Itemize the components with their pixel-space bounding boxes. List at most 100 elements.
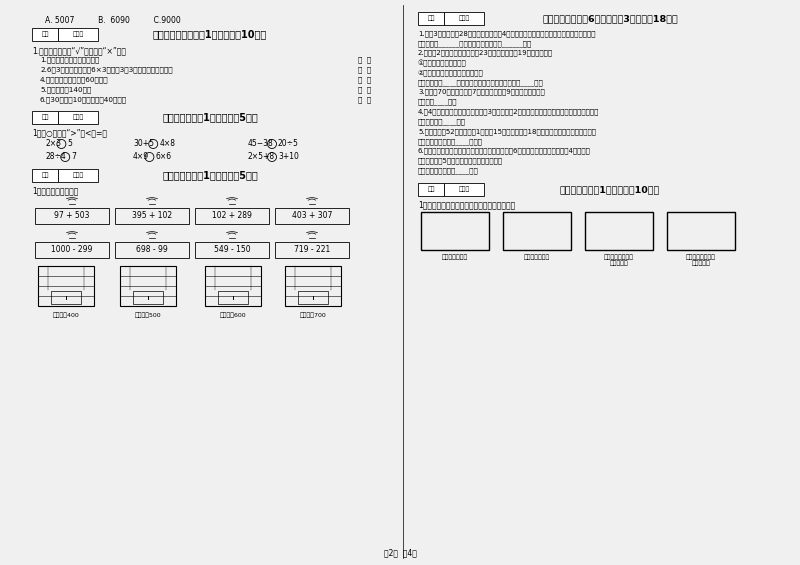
Text: 得数接近400: 得数接近400 [53, 312, 79, 318]
Text: 得分: 得分 [427, 16, 434, 21]
Text: 1、估一估，连一连。: 1、估一估，连一连。 [32, 186, 78, 195]
Bar [115, 208, 189, 224]
Bar [38, 266, 94, 306]
Text: 分成两个四边形: 分成两个四边形 [524, 254, 550, 259]
Text: 6×6: 6×6 [155, 152, 171, 161]
Bar [35, 208, 109, 224]
Text: 30+5: 30+5 [133, 139, 154, 148]
Bar [205, 266, 261, 306]
Bar [195, 242, 269, 258]
Text: 答：男生有______人，男生和女生一共有______人。: 答：男生有______人，男生和女生一共有______人。 [418, 40, 532, 46]
Text: 第2页  兲4页: 第2页 兲4页 [383, 548, 417, 557]
Text: 评卷人: 评卷人 [72, 115, 84, 120]
Text: 答：妈妈一分钟做对____道。: 答：妈妈一分钟做对____道。 [418, 167, 478, 174]
Text: 2.6和3相乘，可以写作6×3，读作3乘3，口读是三六十八。: 2.6和3相乘，可以写作6×3，读作3乘3，口读是三六十八。 [40, 66, 173, 73]
Bar [58, 111, 98, 124]
Text: 评卷人: 评卷人 [458, 16, 470, 21]
Text: 5.停车场停着52辆车，开走1其应为15辆，又开进了18辆，现在停车场还有多少辆车？: 5.停车场停着52辆车，开走1其应为15辆，又开进了18辆，现在停车场还有多少辆… [418, 128, 596, 134]
Bar [50, 291, 82, 304]
Text: 6.小华和爸爸、妈妈比赛做计算，小华一分钟算对6道计算题，爸爸的是小华的4倍，妈妈: 6.小华和爸爸、妈妈比赛做计算，小华一分钟算对6道计算题，爸爸的是小华的4倍，妈… [418, 147, 591, 154]
Text: 得数接近600: 得数接近600 [220, 312, 246, 318]
Text: 395 + 102: 395 + 102 [132, 211, 172, 220]
Text: 2×5+8: 2×5+8 [248, 152, 275, 161]
Text: 549 - 150: 549 - 150 [214, 246, 250, 254]
Text: 得分: 得分 [42, 32, 49, 37]
Text: 五、判断对与错（共1大题，共计10分）: 五、判断对与错（共1大题，共计10分） [153, 29, 267, 40]
Text: 102 + 289: 102 + 289 [212, 211, 252, 220]
Text: 六、比一比（共1大题，共芈5分）: 六、比一比（共1大题，共芈5分） [162, 112, 258, 123]
Text: （  ）: （ ） [358, 96, 371, 103]
Text: 5.小军的身高140米。: 5.小军的身高140米。 [40, 86, 91, 93]
Text: 得分: 得分 [42, 115, 49, 120]
Text: 1.二（3）班有女生28人，男生比女生少4人，男生有多少人？男生和女生一共有多少人？: 1.二（3）班有女生28人，男生比女生少4人，男生有多少人？男生和女生一共有多少… [418, 30, 595, 37]
Text: 评卷人: 评卷人 [72, 32, 84, 37]
Bar [195, 208, 269, 224]
Text: 得数大约700: 得数大约700 [300, 312, 326, 318]
Text: 97 + 503: 97 + 503 [54, 211, 90, 220]
Text: 698 - 99: 698 - 99 [136, 246, 168, 254]
Bar [667, 212, 735, 250]
Text: 1.角的边长越长，角就越大。: 1.角的边长越长，角就越大。 [40, 56, 99, 63]
Text: 28÷4: 28÷4 [45, 152, 66, 161]
Bar [421, 212, 489, 250]
Bar [32, 169, 58, 182]
Bar [585, 212, 653, 250]
Text: 45−38: 45−38 [248, 139, 274, 148]
Text: 得分: 得分 [427, 186, 434, 192]
Text: 20÷5: 20÷5 [278, 139, 299, 148]
Bar [32, 111, 58, 124]
Text: （  ）: （ ） [358, 56, 371, 63]
Text: 十、综合题（共1大题，共计10分）: 十、综合题（共1大题，共计10分） [560, 185, 660, 194]
Bar [133, 291, 163, 304]
Text: 分成一个三角形和
一个四边形: 分成一个三角形和 一个四边形 [604, 254, 634, 266]
Text: 403 + 307: 403 + 307 [292, 211, 332, 220]
Text: 5: 5 [67, 139, 72, 148]
Text: 4×9: 4×9 [133, 152, 149, 161]
Text: 答：全班共有____个同学，打篮球的同学比做操的多____人。: 答：全班共有____个同学，打篮球的同学比做操的多____人。 [418, 79, 544, 86]
Text: 3.老师拿70元去买书，亄7套故事书，每変9元，还剩多少元？: 3.老师拿70元去买书，亄7套故事书，每変9元，还剩多少元？ [418, 89, 545, 95]
Text: 八、解决问题（共6小题，每题3分，共计18分）: 八、解决问题（共6小题，每题3分，共计18分） [542, 14, 678, 23]
Bar [115, 242, 189, 258]
Text: 得分: 得分 [42, 173, 49, 179]
Text: 得数大约500: 得数大约500 [134, 312, 162, 318]
Text: 6.比30厘米多10厘米的线段40厘米。: 6.比30厘米多10厘米的线段40厘米。 [40, 96, 127, 103]
Text: 分成一个三角形和
一个五边形: 分成一个三角形和 一个五边形 [686, 254, 716, 266]
Text: 比爸爸少做对5道，妈妈一分钟做对多少道？: 比爸爸少做对5道，妈妈一分钟做对多少道？ [418, 158, 503, 164]
Bar [58, 169, 98, 182]
Text: 1000 - 299: 1000 - 299 [51, 246, 93, 254]
Text: 1.判断。（对的打“√”，错的打“×”）。: 1.判断。（对的打“√”，错的打“×”）。 [32, 46, 126, 55]
Text: （  ）: （ ） [358, 66, 371, 73]
Text: 2×3: 2×3 [45, 139, 61, 148]
Text: （  ）: （ ） [358, 86, 371, 93]
Bar [275, 208, 349, 224]
Text: 评卷人: 评卷人 [458, 186, 470, 192]
Text: 719 - 221: 719 - 221 [294, 246, 330, 254]
Text: 答：现在停车场还有____辆车。: 答：现在停车场还有____辆车。 [418, 138, 483, 145]
Text: 7: 7 [71, 152, 76, 161]
Text: （  ）: （ ） [358, 76, 371, 82]
Text: 答：可以分成____组。: 答：可以分成____组。 [418, 118, 466, 125]
Text: ②打篮球的同学比做操的多几人？: ②打篮球的同学比做操的多几人？ [418, 69, 484, 76]
Bar [418, 183, 444, 196]
Bar [120, 266, 176, 306]
Bar [275, 242, 349, 258]
Text: 1、在○里填上“>”、<或=。: 1、在○里填上“>”、<或=。 [32, 128, 107, 137]
Bar [418, 12, 444, 25]
Text: 2.二年级2班上体育课，老师订23名同学打篮球，19名同学做操。: 2.二年级2班上体育课，老师订23名同学打篮球，19名同学做操。 [418, 50, 553, 56]
Text: 分成两个三角形: 分成两个三角形 [442, 254, 468, 259]
Bar [218, 291, 248, 304]
Bar [444, 12, 484, 25]
Text: ①全班共有多少个同学？: ①全班共有多少个同学？ [418, 59, 466, 67]
Bar [35, 242, 109, 258]
Bar [58, 28, 98, 41]
Text: 3+10: 3+10 [278, 152, 299, 161]
Bar [444, 183, 484, 196]
Text: 4×8: 4×8 [159, 139, 175, 148]
Text: 答：还剩____元。: 答：还剩____元。 [418, 99, 458, 105]
Bar [503, 212, 571, 250]
Text: 4.学校操场环形跑道长60厘米。: 4.学校操场环形跑道长60厘米。 [40, 76, 109, 82]
Bar [285, 266, 341, 306]
Text: 七、连一连（共1大题，共芈5分）: 七、连一连（共1大题，共芈5分） [162, 171, 258, 180]
Text: 1、把下面的长方形用一条线段按要求分一分。: 1、把下面的长方形用一条线段按要求分一分。 [418, 200, 515, 209]
Text: 4.有4只小兔，小猴的只数是小兔的3倍，现在恓2只小猴分成一组去抬东西，可以分成几组？: 4.有4只小兔，小猴的只数是小兔的3倍，现在恓2只小猴分成一组去抬东西，可以分成… [418, 108, 599, 115]
